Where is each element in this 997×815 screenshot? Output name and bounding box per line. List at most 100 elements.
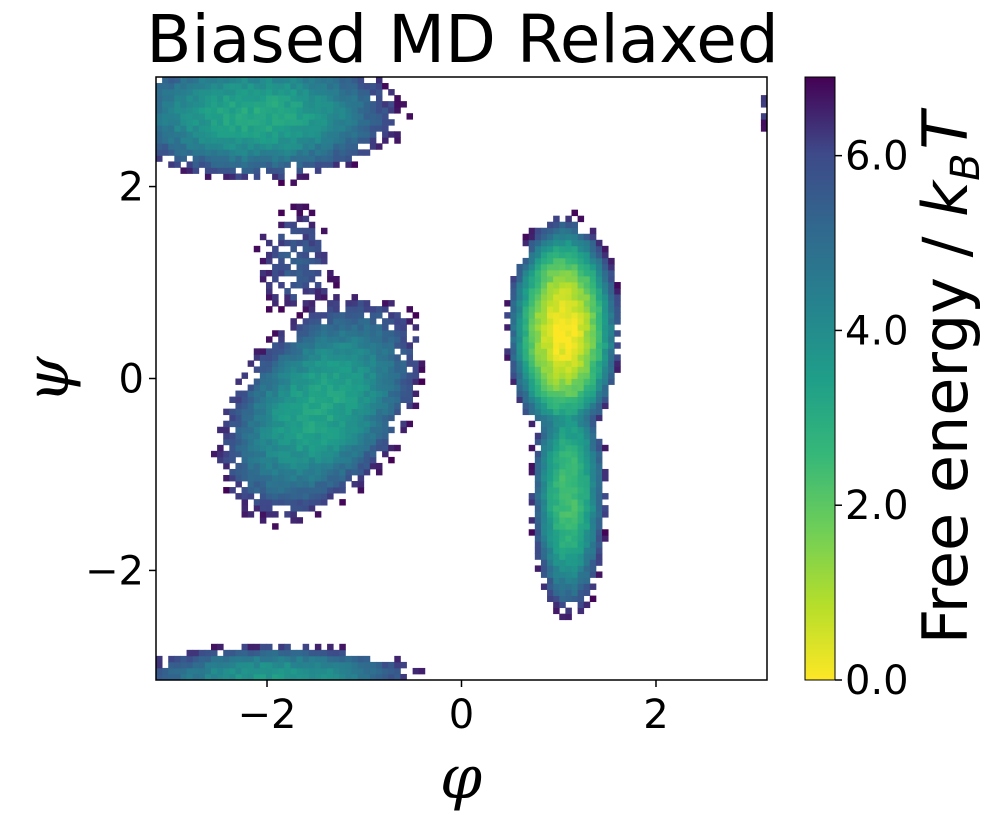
heatmap-cell bbox=[290, 318, 297, 325]
heatmap-cell bbox=[247, 95, 255, 102]
heatmap-cell bbox=[577, 342, 585, 349]
heatmap-cell bbox=[375, 306, 383, 313]
heatmap-cell bbox=[302, 444, 310, 452]
heatmap-cell bbox=[382, 131, 389, 138]
heatmap-cell bbox=[589, 336, 597, 343]
heatmap-cell bbox=[333, 667, 340, 675]
heatmap-cell bbox=[272, 245, 279, 253]
heatmap-cell bbox=[327, 420, 334, 428]
heatmap-cell bbox=[308, 288, 316, 295]
heatmap-cell bbox=[333, 402, 340, 410]
heatmap-cell bbox=[327, 89, 334, 96]
heatmap-cell bbox=[345, 450, 352, 458]
heatmap-cell bbox=[339, 89, 346, 96]
heatmap-cell bbox=[382, 372, 389, 379]
heatmap-cell bbox=[210, 149, 218, 156]
heatmap-cell bbox=[382, 125, 389, 132]
heatmap-cell bbox=[253, 420, 261, 428]
heatmap-cell bbox=[571, 275, 578, 283]
heatmap-cell bbox=[235, 137, 242, 144]
heatmap-cell bbox=[760, 101, 767, 108]
heatmap-cell bbox=[296, 493, 304, 500]
heatmap-cell bbox=[534, 499, 542, 506]
heatmap-cell bbox=[559, 396, 566, 404]
heatmap-cell bbox=[553, 318, 560, 325]
heatmap-cell bbox=[345, 83, 352, 90]
heatmap-cell bbox=[522, 269, 530, 277]
heatmap-cell bbox=[388, 456, 395, 464]
heatmap-cell bbox=[278, 221, 285, 229]
heatmap-cell bbox=[156, 661, 163, 669]
heatmap-cell bbox=[547, 541, 554, 548]
heatmap-cell bbox=[382, 360, 389, 367]
heatmap-cell bbox=[540, 547, 548, 554]
heatmap-cell bbox=[204, 173, 212, 180]
heatmap-cell bbox=[351, 324, 359, 331]
heatmap-cell bbox=[394, 402, 401, 410]
heatmap-cell bbox=[229, 107, 236, 114]
heatmap-cell bbox=[314, 131, 322, 138]
heatmap-cell bbox=[272, 378, 279, 385]
heatmap-cell bbox=[571, 257, 578, 265]
colorbar-tick-label: 0.0 bbox=[845, 658, 909, 704]
heatmap-cell bbox=[198, 149, 206, 156]
heatmap-cell bbox=[235, 468, 242, 476]
heatmap-cell bbox=[406, 354, 414, 361]
heatmap-cell bbox=[156, 131, 163, 138]
heatmap-cell bbox=[278, 432, 285, 440]
heatmap-cell bbox=[296, 468, 304, 476]
heatmap-cell bbox=[528, 275, 536, 283]
heatmap-cell bbox=[272, 342, 279, 349]
heatmap-cell bbox=[357, 372, 365, 379]
heatmap-cell bbox=[547, 221, 554, 229]
heatmap-cell bbox=[284, 77, 291, 84]
heatmap-cell bbox=[314, 288, 322, 295]
heatmap-cell bbox=[272, 396, 279, 404]
heatmap-cell bbox=[363, 113, 371, 120]
heatmap-cell bbox=[333, 83, 340, 90]
heatmap-cell bbox=[259, 450, 267, 458]
heatmap-cell bbox=[284, 161, 291, 168]
heatmap-cell bbox=[571, 384, 578, 391]
heatmap-cell bbox=[308, 137, 316, 144]
heatmap-cell bbox=[534, 517, 542, 524]
heatmap-cell bbox=[369, 408, 377, 416]
heatmap-cell bbox=[540, 239, 548, 247]
heatmap-cell bbox=[595, 330, 603, 337]
heatmap-cell bbox=[235, 101, 242, 108]
heatmap-cell bbox=[522, 324, 530, 331]
heatmap-cell bbox=[553, 306, 560, 313]
heatmap-cell bbox=[241, 511, 249, 518]
heatmap-cell bbox=[540, 444, 548, 452]
heatmap-cell bbox=[204, 649, 212, 657]
heatmap-cell bbox=[241, 420, 249, 428]
heatmap-cell bbox=[265, 131, 273, 138]
heatmap-cell bbox=[259, 119, 267, 126]
heatmap-cell bbox=[595, 360, 603, 367]
heatmap-cell bbox=[327, 149, 334, 156]
heatmap-cell bbox=[583, 438, 591, 446]
heatmap-cell bbox=[272, 125, 279, 132]
heatmap-cell bbox=[229, 83, 236, 90]
heatmap-cell bbox=[602, 282, 609, 289]
heatmap-cell bbox=[583, 348, 591, 355]
heatmap-cell bbox=[553, 607, 560, 615]
heatmap-cell bbox=[156, 655, 163, 663]
heatmap-cell bbox=[559, 456, 566, 464]
heatmap-cell bbox=[320, 487, 328, 494]
heatmap-cell bbox=[302, 655, 310, 663]
heatmap-cell bbox=[351, 348, 359, 355]
heatmap-cell bbox=[400, 396, 407, 404]
heatmap-cell bbox=[388, 354, 395, 361]
heatmap-cell bbox=[583, 288, 591, 295]
heatmap-cell bbox=[382, 402, 389, 410]
heatmap-cell bbox=[308, 318, 316, 325]
heatmap-cell bbox=[394, 95, 401, 102]
heatmap-cell bbox=[247, 487, 255, 494]
heatmap-cell bbox=[559, 257, 566, 265]
heatmap-cell bbox=[559, 487, 566, 494]
heatmap-cell bbox=[247, 420, 255, 428]
heatmap-cell bbox=[308, 444, 316, 452]
heatmap-cell bbox=[327, 125, 334, 132]
heatmap-cell bbox=[540, 330, 548, 337]
